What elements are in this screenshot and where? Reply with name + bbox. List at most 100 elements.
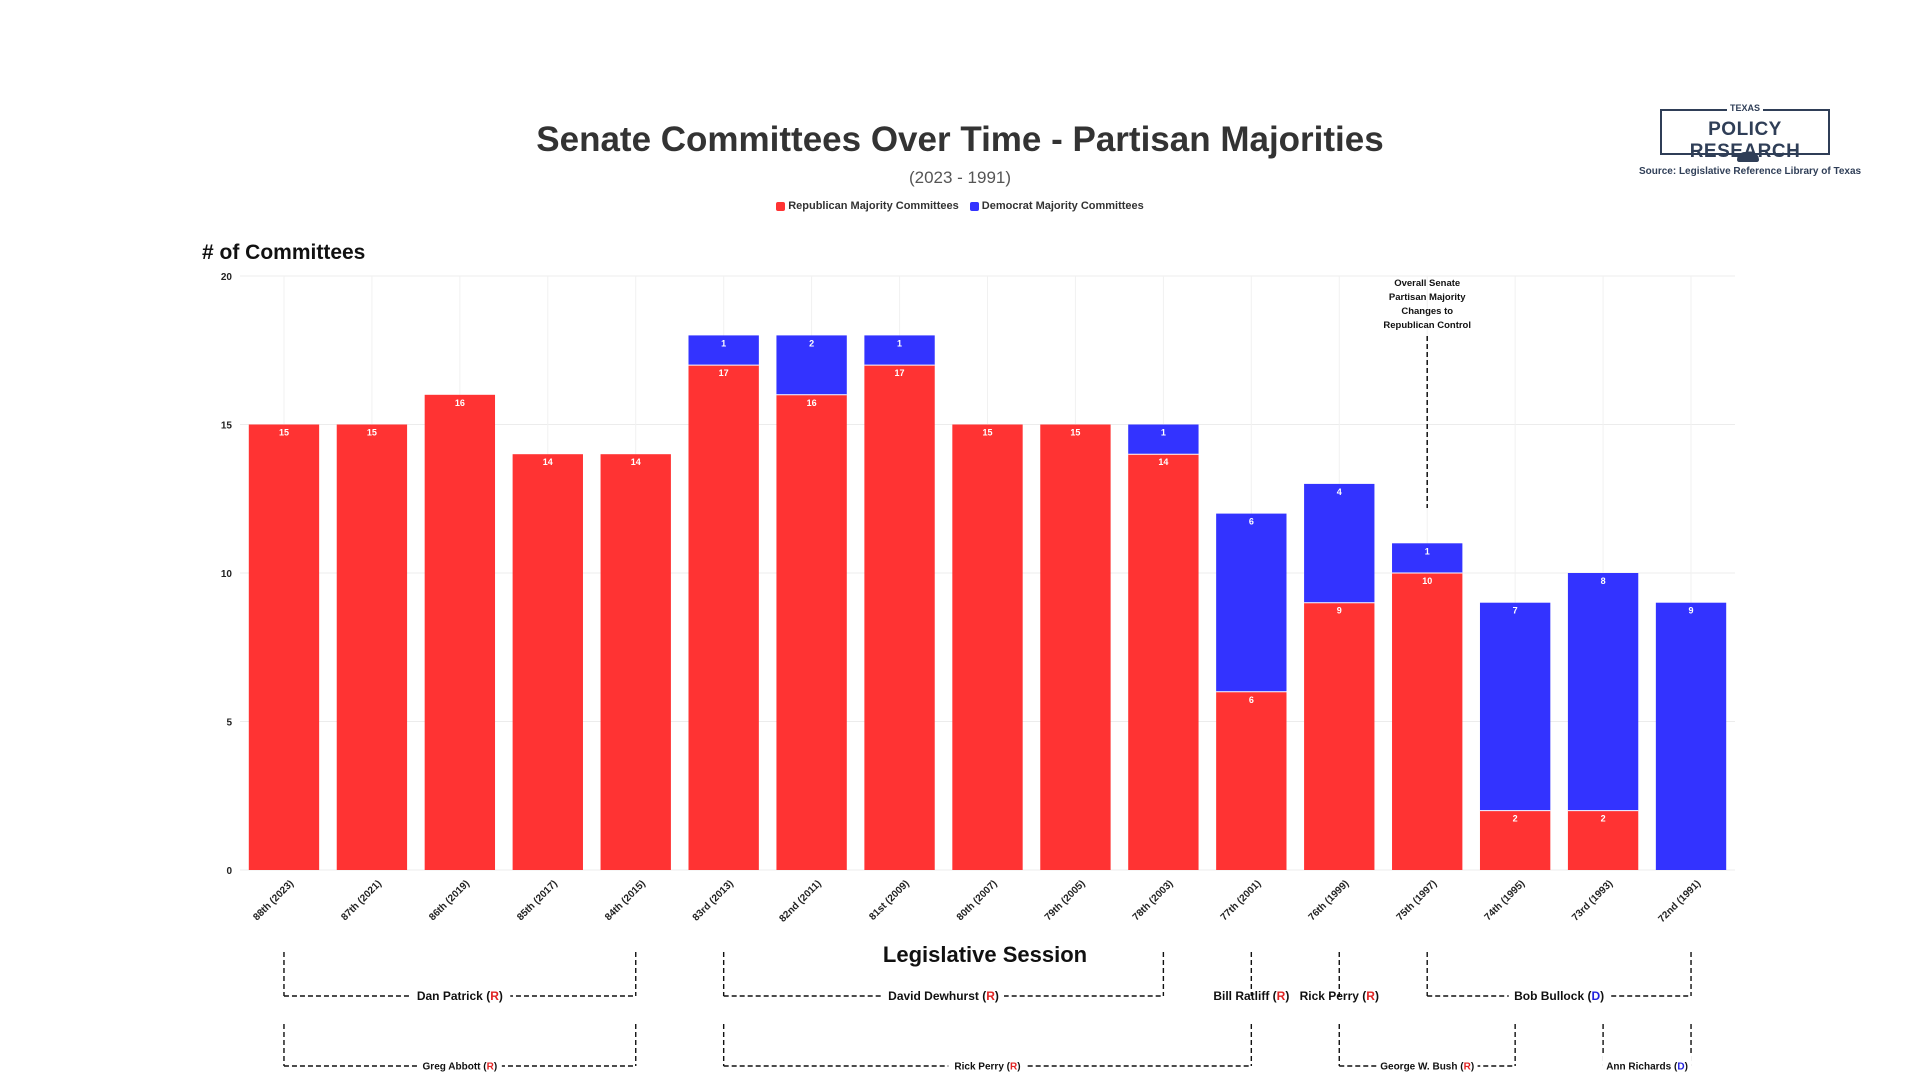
bar-republican — [1304, 602, 1375, 870]
data-label-democrat: 1 — [897, 338, 902, 348]
bar-democrat — [776, 335, 847, 395]
annotation-text: Overall Senate — [1394, 278, 1460, 289]
data-label-republican: 14 — [631, 457, 641, 467]
lt-governor-name: Bill Ratliff ( — [1213, 989, 1276, 1003]
lt-governor-label-bg — [409, 984, 511, 1005]
lt-governor-label: Dan Patrick (R) — [417, 989, 503, 1003]
lt-governor-paren: ) — [1600, 989, 1604, 1003]
bar-republican — [336, 424, 408, 870]
annotation-text: Partisan Majority — [1389, 292, 1466, 303]
governor-paren: ) — [1017, 1062, 1020, 1073]
bar-democrat — [864, 335, 935, 366]
lt-governor-party: D — [1591, 989, 1600, 1003]
x-tick-label: 76th (1999) — [1307, 878, 1352, 923]
bar-republican — [1567, 810, 1639, 870]
bar-democrat — [1216, 513, 1287, 692]
annotation-text: Republican Control — [1383, 320, 1471, 331]
lt-governor-paren: ) — [1375, 989, 1379, 1003]
armadillo-icon — [1737, 152, 1759, 162]
bar-democrat — [688, 335, 759, 366]
lt-governor-party: R — [1366, 989, 1375, 1003]
bar-democrat — [1479, 602, 1551, 811]
y-tick-label: 20 — [221, 272, 233, 283]
data-label-democrat: 8 — [1601, 576, 1606, 586]
bar-republican — [1479, 810, 1551, 870]
chart-subtitle: (2023 - 1991) — [908, 168, 1012, 187]
data-label-republican: 15 — [279, 428, 289, 438]
data-label-republican: 15 — [982, 428, 992, 438]
x-tick-label: 85th (2017) — [515, 878, 560, 923]
governor-label: Ann Richards (D) — [1606, 1062, 1688, 1073]
logo-main-text: POLICY RESEARCH — [1690, 119, 1800, 162]
bar-democrat — [1655, 602, 1727, 870]
data-label-democrat: 4 — [1337, 487, 1342, 497]
x-tick-label: 84th (2015) — [603, 878, 648, 923]
data-label-republican: 16 — [807, 398, 817, 408]
x-tick-label: 81st (2009) — [867, 878, 911, 922]
governor-name: George W. Bush ( — [1380, 1062, 1464, 1073]
data-label-democrat: 6 — [1249, 517, 1254, 527]
bar-republican — [1128, 454, 1199, 870]
lt-governor-label: Rick Perry (R) — [1300, 989, 1379, 1003]
bar-democrat — [1567, 573, 1639, 811]
officeholder-brackets: Dan Patrick (R) David Dewhurst (R) Bill Ra… — [283, 952, 1692, 1073]
lt-governor-name: Dan Patrick ( — [417, 989, 490, 1003]
data-label-democrat: 1 — [1161, 428, 1166, 438]
x-tick-label: 83rd (2013) — [691, 878, 736, 923]
bar-republican — [864, 365, 935, 870]
lt-governor-paren: ) — [1285, 989, 1289, 1003]
y-axis-title: # of Committees — [202, 241, 365, 264]
x-tick-label: 79th (2005) — [1043, 878, 1088, 923]
lt-governor-party: R — [1277, 989, 1286, 1003]
data-label-democrat: 1 — [721, 338, 726, 348]
data-label-republican: 9 — [1337, 606, 1342, 616]
lt-governor-name: David Dewhurst ( — [888, 989, 986, 1003]
lt-governor-name: Rick Perry ( — [1300, 989, 1367, 1003]
data-label-democrat: 9 — [1689, 606, 1694, 616]
legend-item-democrat[interactable]: Democrat Majority Committees — [969, 200, 1144, 212]
x-tick-label: 87th (2021) — [339, 878, 384, 923]
chart-legend: Republican Majority Committees Democrat … — [0, 200, 1920, 214]
bar-republican — [424, 394, 496, 870]
governor-label: Rick Perry (R) — [954, 1062, 1020, 1073]
lt-governor-label-bg — [883, 984, 1005, 1005]
x-tick-label: 72nd (1991) — [1656, 878, 1703, 925]
governor-party: D — [1677, 1062, 1684, 1073]
y-tick-label: 0 — [226, 866, 232, 877]
x-tick-label: 82nd (2011) — [777, 878, 823, 924]
bar-democrat — [1128, 424, 1199, 455]
bar-republican — [688, 365, 759, 870]
legend-item-republican[interactable]: Republican Majority Committees — [776, 200, 959, 212]
governor-label-bg — [1376, 1056, 1478, 1073]
legend-swatch-republican — [776, 201, 786, 211]
x-tick-label: 75th (1997) — [1395, 878, 1440, 923]
data-label-republican: 2 — [1513, 814, 1518, 824]
legend-swatch-democrat — [969, 201, 979, 211]
brand-logo: TEXAS POLICY RESEARCH — [1660, 103, 1830, 162]
governor-label: George W. Bush (R) — [1380, 1062, 1474, 1073]
bars-layer — [248, 335, 1727, 870]
data-label-republican: 14 — [1158, 457, 1168, 467]
lt-governor-party: R — [490, 989, 499, 1003]
lt-governor-label: Bob Bullock (D) — [1514, 989, 1604, 1003]
bar-republican — [776, 394, 847, 870]
governor-name: Greg Abbott ( — [423, 1062, 488, 1073]
governor-paren: ) — [1471, 1062, 1474, 1073]
bar-republican — [1392, 573, 1463, 870]
governor-party: R — [1010, 1062, 1018, 1073]
data-label-democrat: 1 — [1425, 546, 1430, 556]
x-tick-label: 80th (2007) — [955, 878, 1000, 923]
lt-governor-paren: ) — [499, 989, 503, 1003]
legend-label-republican: Republican Majority Committees — [788, 200, 959, 212]
annotation-text: Changes to — [1401, 306, 1453, 317]
governor-label-bg — [417, 1056, 502, 1073]
data-label-republican: 14 — [543, 457, 553, 467]
logo-top-text: TEXAS — [1726, 103, 1763, 113]
bar-democrat — [1304, 483, 1375, 603]
governor-paren: ) — [1685, 1062, 1688, 1073]
governor-label: Greg Abbott (R) — [423, 1062, 498, 1073]
governor-label-bg — [948, 1056, 1027, 1073]
governor-party: R — [1464, 1062, 1472, 1073]
